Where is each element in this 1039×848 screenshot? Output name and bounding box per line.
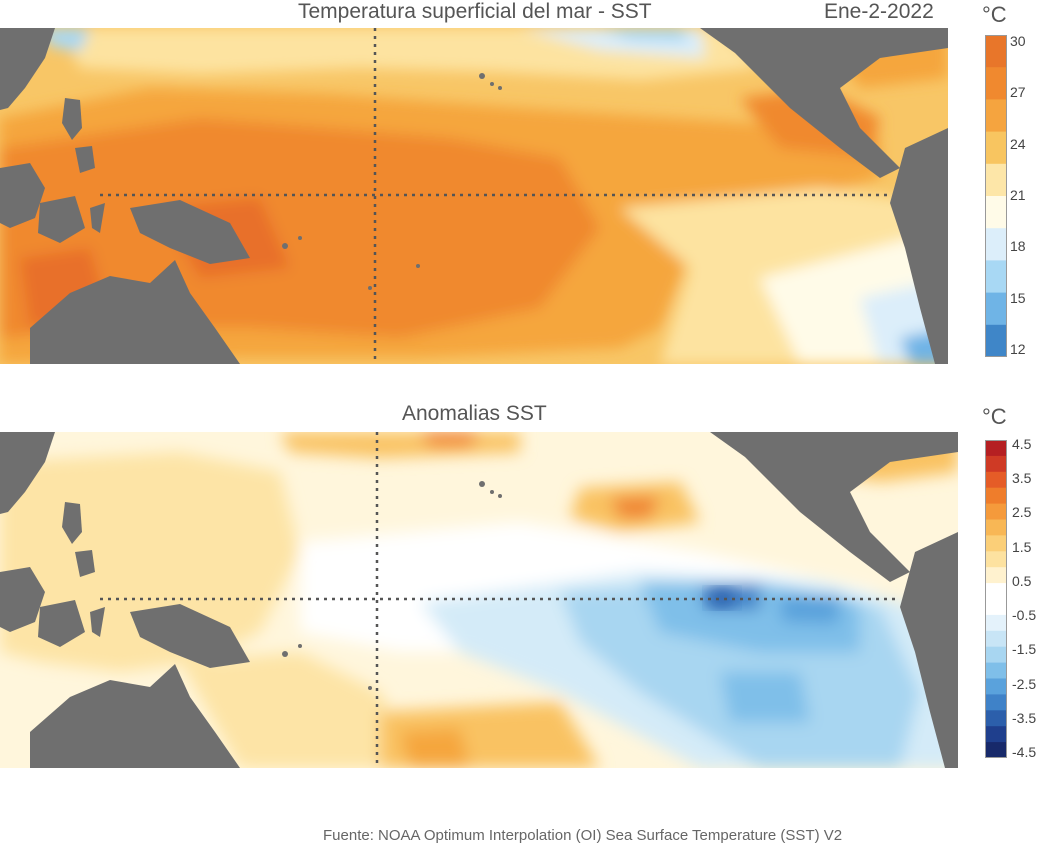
- sst-map: [0, 28, 948, 364]
- sst-colorbar-tick-label: 24: [1010, 135, 1026, 152]
- sst-map-title: Temperatura superficial del mar - SST: [298, 0, 652, 23]
- sst-colorbar-segment: [985, 260, 1007, 294]
- sst-colorbar-segment: [985, 163, 1007, 197]
- anomaly-colorbar-tick-label: 2.5: [1012, 504, 1032, 521]
- sst-colorbar-segment: [985, 228, 1007, 261]
- anomaly-colorbar-segment: [985, 646, 1007, 664]
- anomaly-colorbar-tick-label: -1.5: [1012, 641, 1037, 658]
- sst-colorbar-tick-label: 15: [1010, 289, 1026, 306]
- sst-land-masses: [0, 28, 948, 364]
- data-source-credit: Fuente: NOAA Optimum Interpolation (OI) …: [323, 827, 843, 844]
- anomaly-colorbar-segment: [985, 455, 1007, 473]
- anomaly-colorbar-unit: °C: [982, 404, 1007, 429]
- anomaly-colorbar-segment: [985, 630, 1007, 648]
- sst-colorbar-segment: [985, 196, 1007, 229]
- sst-colorbar-segment: [985, 131, 1007, 165]
- sst-colorbar-segment: [985, 67, 1007, 100]
- sst-colorbar-tick-label: 21: [1010, 187, 1026, 203]
- anomaly-colorbar-segment: [985, 614, 1007, 632]
- anomaly-colorbar-segment: [985, 519, 1007, 536]
- sst-colorbar-segment: [985, 324, 1007, 357]
- anomaly-colorbar-segment: [985, 710, 1007, 727]
- anomaly-colorbar-segment: [985, 567, 1007, 584]
- anomaly-colorbar-segment: [985, 440, 1007, 457]
- anomaly-colorbar-tick-label: -4.5: [1012, 744, 1037, 760]
- anomaly-colorbar-segment: [985, 599, 1007, 616]
- sst-colorbar-tick-label: 12: [1010, 341, 1026, 357]
- anomaly-colorbar-segment: [985, 535, 1007, 552]
- anomaly-colorbar-segment: [985, 678, 1007, 695]
- anomaly-colorbar-segment: [985, 551, 1007, 568]
- anomaly-colorbar-tick-label: 3.5: [1012, 470, 1032, 487]
- sst-colorbar-tick-label: 18: [1010, 238, 1026, 255]
- anomaly-colorbar-tick-label: 4.5: [1012, 436, 1032, 452]
- sst-map-date: Ene-2-2022: [824, 0, 934, 23]
- anomaly-colorbar: [985, 440, 1007, 758]
- anomaly-map: [0, 432, 958, 768]
- sst-colorbar: [985, 35, 1007, 357]
- anomaly-colorbar-tick-label: -0.5: [1012, 607, 1037, 624]
- anomaly-colorbar-tick-label: 0.5: [1012, 572, 1032, 589]
- sst-colorbar-segment: [985, 99, 1007, 133]
- anomaly-colorbar-segment: [985, 726, 1007, 743]
- anomaly-colorbar-segment: [985, 694, 1007, 711]
- anomaly-colorbar-tick-label: -3.5: [1012, 709, 1037, 726]
- anomaly-map-title: Anomalias SST: [402, 402, 547, 425]
- anomaly-colorbar-segment: [985, 583, 1007, 600]
- anomaly-colorbar-segment: [985, 503, 1007, 520]
- anomaly-colorbar-segment: [985, 487, 1007, 505]
- anomaly-colorbar-tick-label: 1.5: [1012, 538, 1032, 555]
- sst-colorbar-unit: °C: [982, 2, 1007, 27]
- sst-colorbar-segment: [985, 35, 1007, 68]
- sst-colorbar-tick-label: 27: [1010, 84, 1026, 101]
- sst-colorbar-segment: [985, 292, 1007, 326]
- anomaly-colorbar-segment: [985, 662, 1007, 679]
- sst-colorbar-tick-label: 30: [1010, 33, 1026, 49]
- anomaly-colorbar-tick-label: -2.5: [1012, 675, 1037, 692]
- anomaly-colorbar-segment: [985, 471, 1007, 489]
- anomaly-colorbar-segment: [985, 742, 1007, 758]
- anomaly-land-masses: [0, 432, 958, 768]
